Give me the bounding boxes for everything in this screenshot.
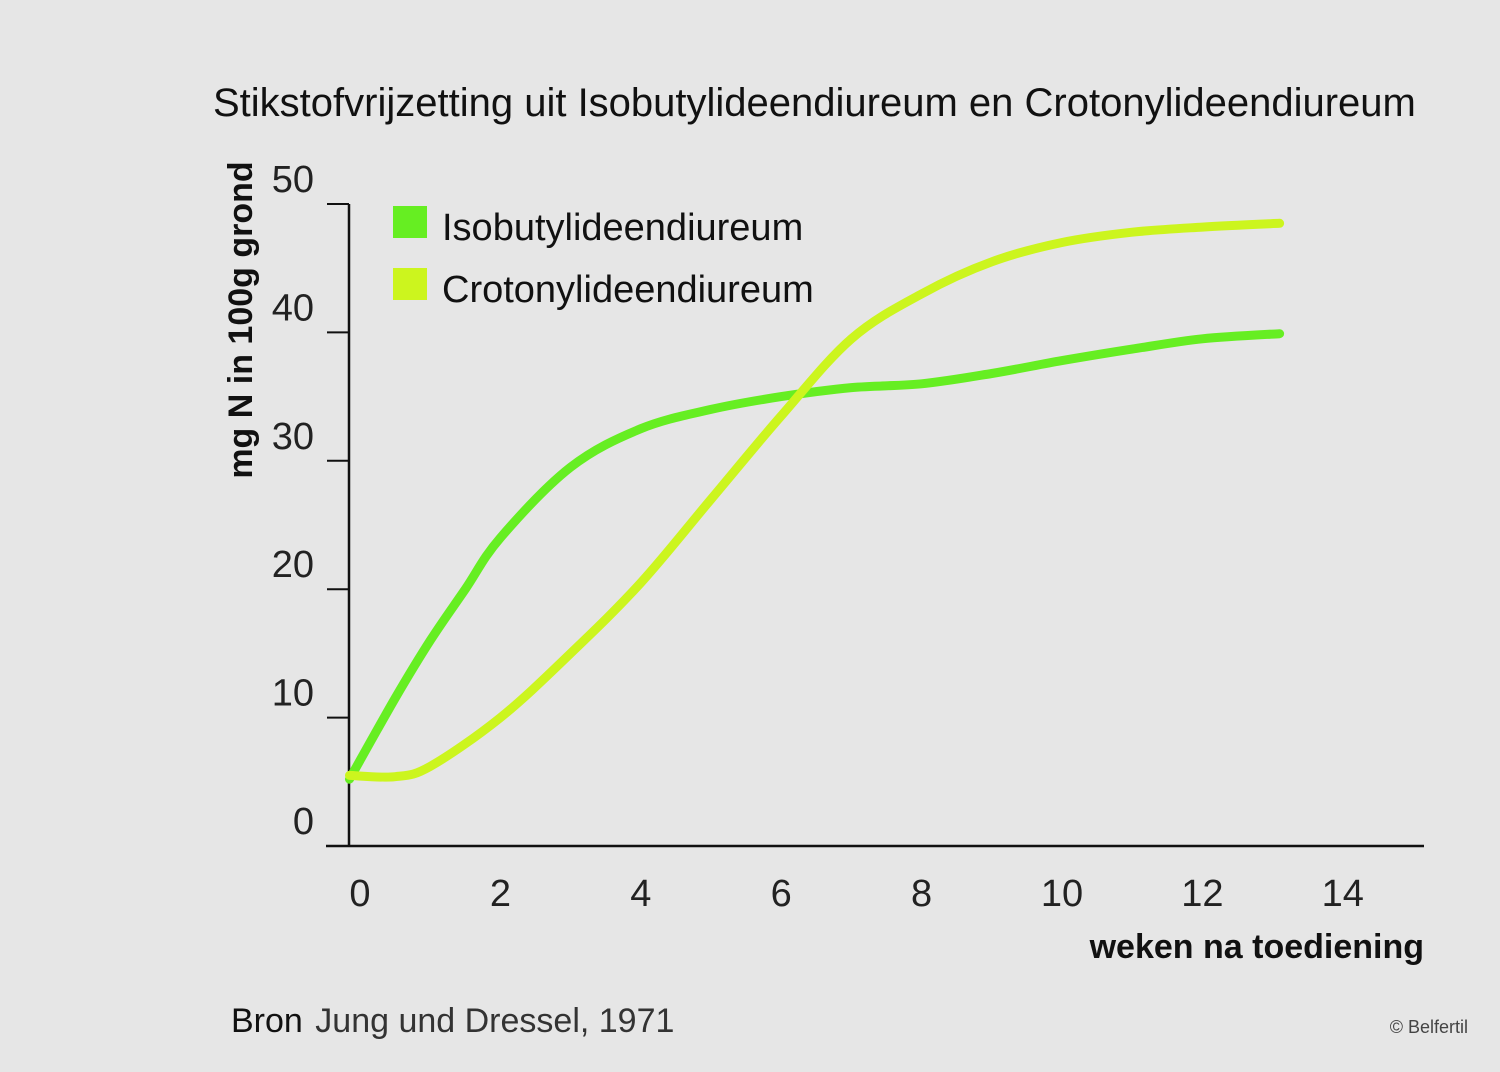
legend-label-isobutylideendiureum: Isobutylideendiureum [442,207,803,249]
legend: Isobutylideendiureum Crotonylideendiureu… [393,206,814,311]
legend-label-crotonylideendiureum: Crotonylideendiureum [442,269,814,311]
y-tick-label-20: 20 [272,544,314,586]
series-lines [345,218,1285,784]
source-credit: Bron Jung und Dressel, 1971 [231,1002,674,1040]
copyright-notice: © Belfertil [1390,1017,1468,1037]
series-line-crotonylideendiureum [345,218,1285,782]
y-axis-label: mg N in 100g grond [222,161,260,478]
x-ticks: 0 2 4 6 8 10 12 14 [349,873,1364,915]
x-tick-label-0: 0 [349,873,370,915]
x-tick-label-12: 12 [1181,873,1223,915]
y-tick-label-0: 0 [293,801,314,843]
y-tick-label-40: 40 [272,287,314,329]
y-ticks: 0 10 20 30 40 50 [272,159,349,847]
source-value: Jung und Dressel, 1971 [315,1002,674,1040]
x-tick-label-10: 10 [1041,873,1083,915]
x-tick-label-6: 6 [771,873,792,915]
source-key: Bron [231,1002,303,1040]
y-tick-label-10: 10 [272,673,314,715]
y-tick-label-50: 50 [272,159,314,201]
x-tick-label-14: 14 [1322,873,1364,915]
series-line-isobutylideendiureum [345,329,1285,784]
x-tick-label-8: 8 [911,873,932,915]
x-tick-label-2: 2 [490,873,511,915]
axes [326,204,1424,848]
y-tick-label-30: 30 [272,416,314,458]
legend-swatch-crotonylideendiureum [393,268,427,300]
x-tick-label-4: 4 [630,873,651,915]
x-axis-label: weken na toediening [1089,928,1424,966]
legend-swatch-isobutylideendiureum [393,206,427,238]
chart-title: Stikstofvrijzetting uit Isobutylideendiu… [213,81,1416,125]
